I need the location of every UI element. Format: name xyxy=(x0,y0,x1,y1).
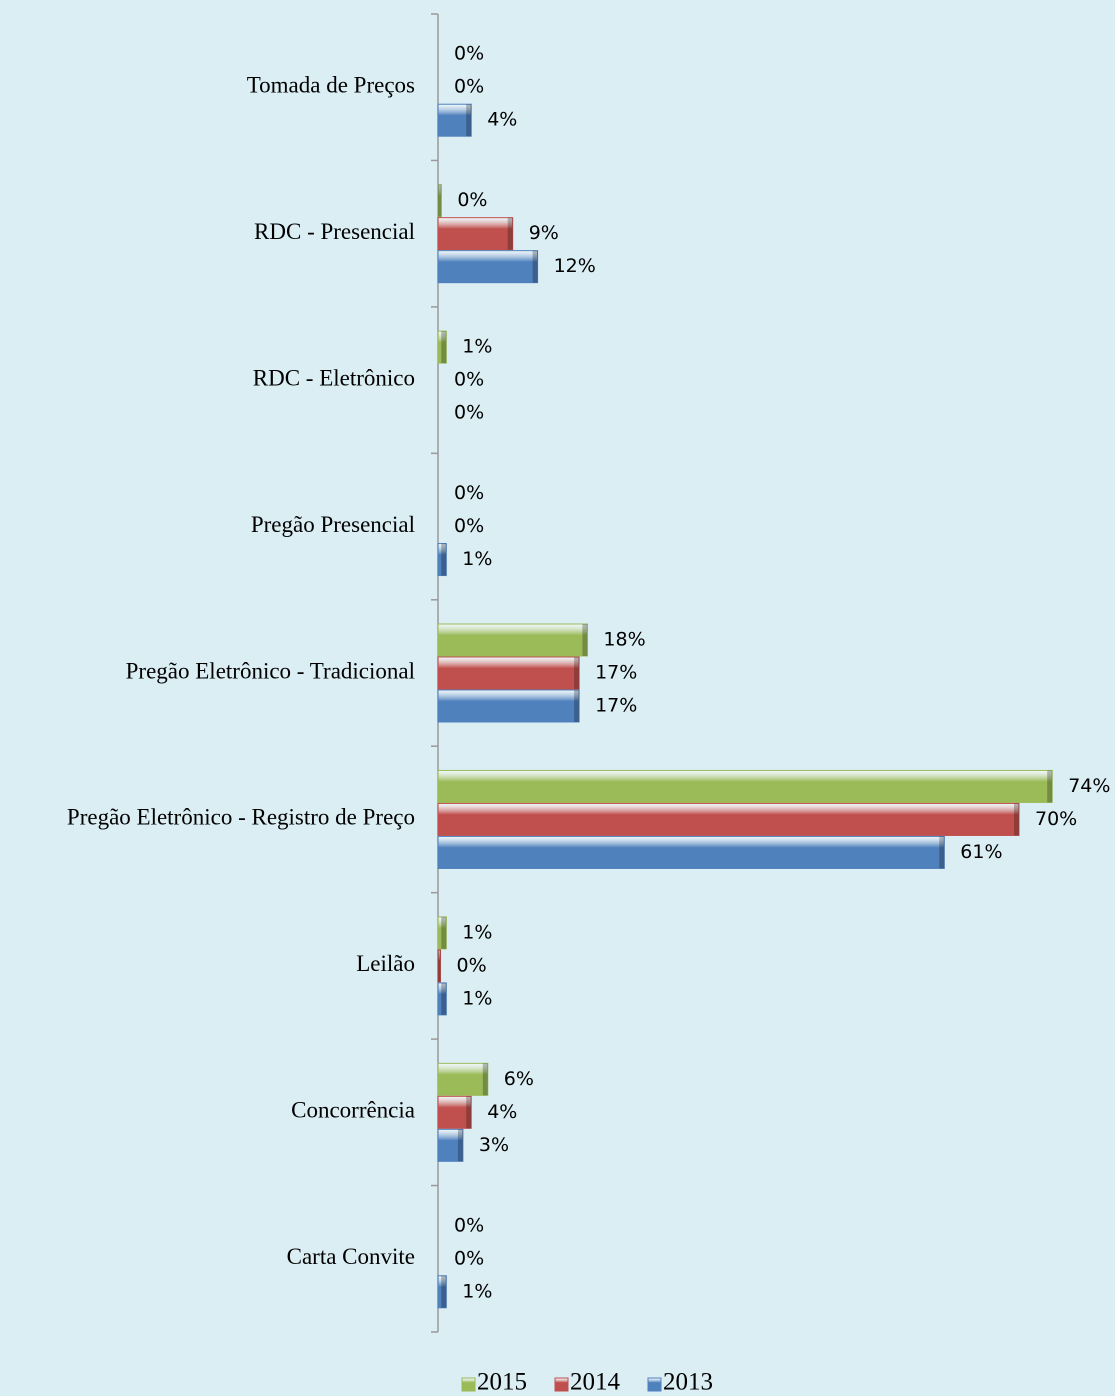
category-label: RDC - Presencial xyxy=(254,219,415,244)
bar xyxy=(437,623,588,657)
bar-shade xyxy=(441,1275,447,1308)
bar-shade xyxy=(574,657,580,689)
bar xyxy=(437,1128,464,1162)
value-label: 4% xyxy=(487,1101,517,1123)
value-label: 0% xyxy=(454,482,484,504)
value-label: 0% xyxy=(454,1247,484,1269)
bar-shade xyxy=(438,184,442,217)
bar-shade xyxy=(582,624,588,656)
bar xyxy=(437,769,1053,803)
legend-label: 2015 xyxy=(477,1369,527,1396)
bar-shade xyxy=(939,836,945,869)
value-label: 1% xyxy=(462,1280,492,1302)
bar-shade xyxy=(1014,803,1019,836)
value-label: 74% xyxy=(1068,775,1110,797)
bar-shade xyxy=(457,1129,463,1162)
bar-shade xyxy=(466,1096,472,1129)
bar-shade xyxy=(1047,770,1053,803)
bar xyxy=(437,689,580,723)
value-label: 17% xyxy=(595,695,637,717)
legend-swatch xyxy=(461,1377,476,1392)
category-label: Carta Convite xyxy=(287,1244,415,1269)
bar xyxy=(437,916,447,950)
value-label: 1% xyxy=(462,921,492,943)
value-label: 0% xyxy=(454,76,484,98)
value-label: 0% xyxy=(454,369,484,391)
bar xyxy=(437,802,1020,836)
bar-shade xyxy=(438,949,441,982)
value-label: 0% xyxy=(454,402,484,424)
bar-shade xyxy=(532,250,538,283)
bar xyxy=(437,1275,447,1309)
value-label: 17% xyxy=(595,662,637,684)
legend-swatch xyxy=(554,1377,569,1392)
bar-shade xyxy=(441,916,447,949)
value-label: 0% xyxy=(454,43,484,65)
bar-shade xyxy=(441,982,447,1015)
value-label: 61% xyxy=(960,841,1002,863)
legend-label: 2013 xyxy=(663,1369,713,1396)
bar-shade xyxy=(507,217,513,250)
bar xyxy=(437,1095,472,1129)
value-label: 6% xyxy=(504,1068,534,1090)
bar xyxy=(437,1062,489,1096)
bar-shade xyxy=(574,690,580,722)
bar xyxy=(437,184,442,218)
category-label: RDC - Eletrônico xyxy=(253,365,415,390)
value-label: 0% xyxy=(456,954,486,976)
value-label: 9% xyxy=(529,222,559,244)
bar xyxy=(437,103,472,137)
value-label: 3% xyxy=(479,1134,509,1156)
category-label: Concorrência xyxy=(291,1098,415,1123)
value-label: 4% xyxy=(487,109,517,131)
bar xyxy=(437,543,447,577)
category-label: Pregão Eletrônico - Tradicional xyxy=(126,658,415,683)
value-label: 12% xyxy=(554,255,596,277)
legend-label: 2014 xyxy=(570,1369,621,1396)
value-label: 18% xyxy=(603,629,645,651)
bar-shade xyxy=(466,104,472,137)
value-label: 0% xyxy=(454,1214,484,1236)
value-label: 70% xyxy=(1035,808,1077,830)
bar-shade xyxy=(441,543,447,576)
category-label: Leilão xyxy=(356,951,415,976)
value-label: 1% xyxy=(462,987,492,1009)
category-label: Pregão Presencial xyxy=(251,512,415,537)
value-label: 0% xyxy=(457,189,487,211)
bar xyxy=(437,217,514,251)
bar xyxy=(437,982,447,1016)
category-label: Pregão Eletrônico - Registro de Preço xyxy=(67,805,415,830)
bar xyxy=(437,250,539,284)
value-label: 1% xyxy=(462,548,492,570)
legend-swatch xyxy=(647,1377,662,1392)
bar xyxy=(437,835,945,869)
bar xyxy=(437,949,441,983)
bar-shade xyxy=(441,331,447,364)
bar-shade xyxy=(482,1063,488,1096)
value-label: 1% xyxy=(462,336,492,358)
value-label: 0% xyxy=(454,515,484,537)
bar xyxy=(437,656,580,690)
category-label: Tomada de Preços xyxy=(247,73,415,98)
bar xyxy=(437,330,447,364)
